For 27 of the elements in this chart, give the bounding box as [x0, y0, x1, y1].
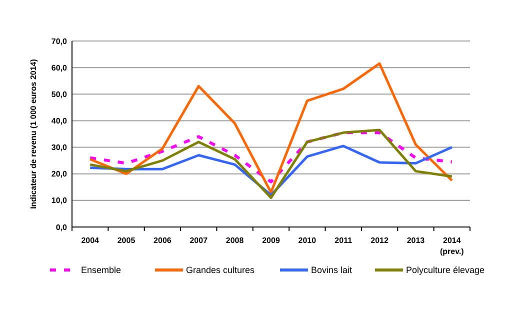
y-tick-label: 50,0: [51, 90, 68, 99]
y-tick-label: 20,0: [51, 170, 68, 179]
x-tick-label: 2006: [154, 236, 172, 245]
x-tick-label: 2007: [190, 236, 208, 245]
x-tick-label: 2008: [226, 236, 244, 245]
x-tick-label: 2010: [298, 236, 317, 245]
x-tick-label: 2005: [117, 236, 136, 245]
legend-label: Ensemble: [81, 265, 122, 276]
line-series: [88, 128, 454, 200]
y-tick-label: 40,0: [51, 116, 68, 126]
x-tick-label: 2009: [262, 236, 280, 245]
y-tick-label: 0,0: [56, 222, 68, 232]
line-series: [88, 131, 454, 184]
line-series: [88, 62, 454, 194]
x-tick-label: 2004: [81, 236, 100, 245]
x-tick-label: 2013: [406, 236, 426, 245]
x-tick-label: 2011: [334, 236, 353, 245]
legend-label: Polyculture élevage: [406, 265, 485, 276]
y-tick-label: 10,0: [51, 196, 68, 206]
y-axis-title: Indicateur de revenu (1 000 euros 2014): [29, 58, 38, 209]
x-tick-label: 2012: [370, 236, 389, 245]
x-tick-label: 2014 (prev.): [440, 236, 464, 256]
legend-label: Grandes cultures: [186, 265, 256, 276]
legend-label: Bovins lait: [311, 265, 353, 276]
y-tick-label: 30,0: [51, 143, 68, 152]
y-tick-label: 70,0: [51, 36, 68, 46]
y-tick-label: 60,0: [51, 63, 68, 72]
